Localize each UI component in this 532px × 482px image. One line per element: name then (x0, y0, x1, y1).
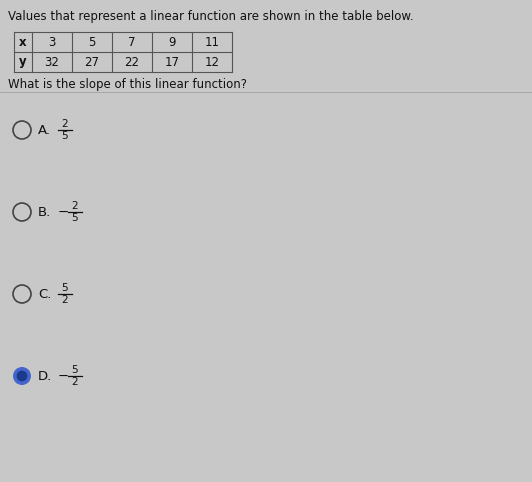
Text: 2: 2 (72, 201, 78, 211)
Text: Values that represent a linear function are shown in the table below.: Values that represent a linear function … (8, 10, 413, 23)
Circle shape (13, 121, 31, 139)
Text: 3: 3 (48, 36, 56, 49)
Text: 5: 5 (88, 36, 96, 49)
Text: 11: 11 (204, 36, 220, 49)
Text: A.: A. (38, 123, 51, 136)
Text: 5: 5 (62, 283, 68, 293)
Text: y: y (19, 55, 27, 68)
Text: 5: 5 (72, 213, 78, 223)
Text: x: x (19, 36, 27, 49)
Text: 5: 5 (62, 131, 68, 141)
Circle shape (13, 285, 31, 303)
Text: 2: 2 (62, 295, 68, 305)
Text: 5: 5 (72, 365, 78, 375)
Text: C.: C. (38, 287, 52, 300)
Circle shape (13, 203, 31, 221)
Text: 22: 22 (124, 55, 139, 68)
Text: 2: 2 (72, 377, 78, 387)
Text: B.: B. (38, 205, 51, 218)
Text: −: − (58, 370, 69, 383)
Circle shape (13, 367, 31, 385)
Text: 7: 7 (128, 36, 136, 49)
Text: −: − (58, 205, 69, 218)
Text: What is the slope of this linear function?: What is the slope of this linear functio… (8, 78, 247, 91)
Text: 9: 9 (168, 36, 176, 49)
Text: D.: D. (38, 370, 52, 383)
Text: 2: 2 (62, 119, 68, 129)
Text: 12: 12 (204, 55, 220, 68)
Text: 32: 32 (45, 55, 60, 68)
Text: 27: 27 (85, 55, 99, 68)
Circle shape (16, 371, 28, 381)
Text: 17: 17 (164, 55, 179, 68)
